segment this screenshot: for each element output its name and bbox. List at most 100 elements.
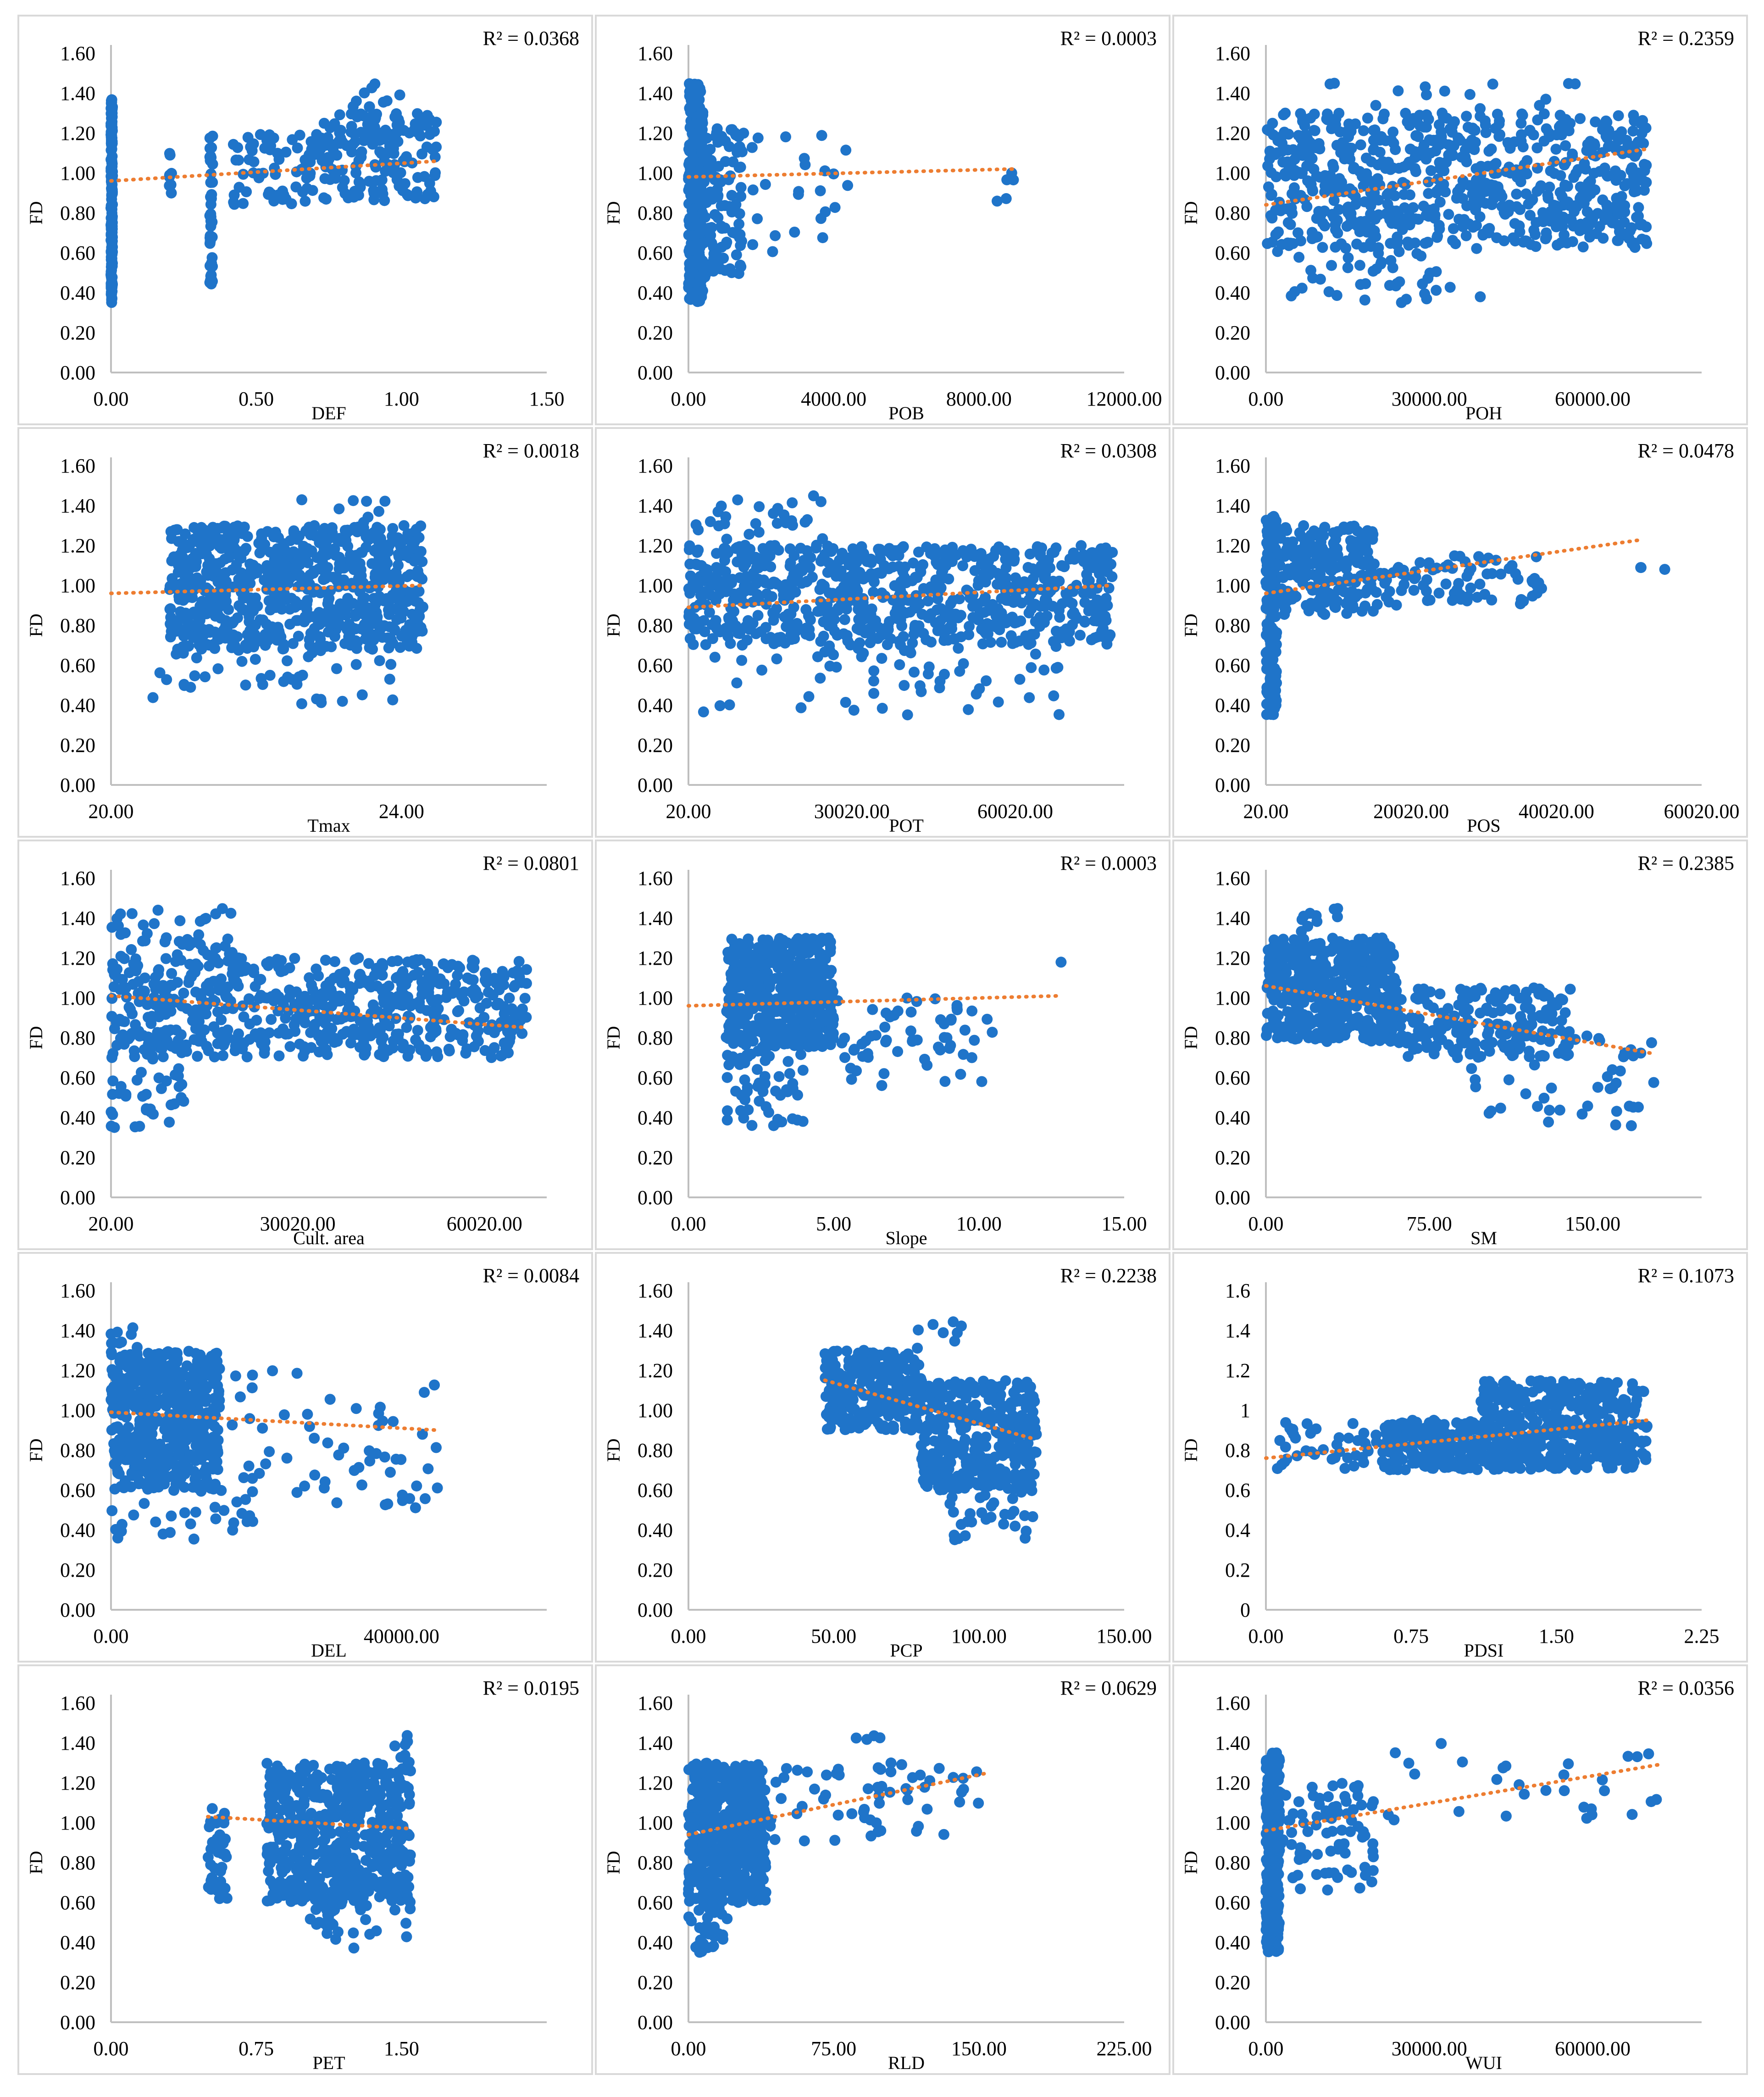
data-point bbox=[817, 553, 828, 564]
data-point bbox=[331, 663, 342, 674]
data-point bbox=[190, 986, 201, 998]
data-point bbox=[1541, 227, 1552, 239]
y-tick-label: 0.60 bbox=[1215, 654, 1250, 677]
data-point bbox=[739, 540, 751, 551]
data-point bbox=[231, 559, 242, 571]
data-point bbox=[1512, 573, 1524, 585]
data-point bbox=[334, 607, 345, 619]
data-point bbox=[1280, 604, 1292, 615]
data-point bbox=[1107, 547, 1118, 558]
data-point bbox=[184, 958, 195, 970]
y-tick-label: 1.00 bbox=[1215, 162, 1250, 184]
y-tick-label: 0.60 bbox=[60, 242, 95, 264]
data-point bbox=[337, 695, 348, 707]
data-point bbox=[138, 919, 149, 931]
data-point bbox=[1322, 108, 1333, 120]
data-point bbox=[107, 1089, 118, 1100]
data-point bbox=[849, 567, 860, 578]
data-point bbox=[130, 1019, 141, 1030]
data-point bbox=[1531, 142, 1543, 154]
data-point bbox=[1433, 220, 1445, 231]
data-point bbox=[188, 632, 199, 643]
data-point bbox=[1341, 608, 1353, 619]
data-point bbox=[460, 1047, 472, 1059]
data-point bbox=[1375, 258, 1387, 270]
data-point bbox=[280, 146, 292, 158]
data-point bbox=[1585, 188, 1597, 200]
data-point bbox=[336, 536, 347, 547]
data-point bbox=[1448, 140, 1459, 151]
data-point bbox=[354, 586, 366, 597]
data-point bbox=[978, 556, 989, 567]
data-point bbox=[1385, 255, 1397, 266]
data-point bbox=[321, 540, 332, 551]
data-point bbox=[329, 1033, 340, 1044]
data-point bbox=[380, 166, 391, 177]
data-point bbox=[801, 576, 813, 587]
data-point bbox=[1314, 143, 1326, 155]
data-point bbox=[161, 1035, 172, 1046]
data-point bbox=[431, 1006, 442, 1018]
y-axis-title: FD bbox=[603, 1026, 624, 1049]
data-point bbox=[1010, 591, 1021, 603]
data-point bbox=[1516, 129, 1527, 140]
data-point bbox=[207, 177, 218, 188]
data-point bbox=[190, 548, 201, 559]
data-point bbox=[239, 1037, 250, 1049]
data-point bbox=[1633, 202, 1644, 213]
data-point bbox=[1401, 217, 1413, 229]
data-point bbox=[799, 153, 810, 164]
data-point bbox=[383, 1020, 395, 1032]
data-point bbox=[367, 999, 379, 1011]
data-point bbox=[1266, 518, 1277, 530]
data-point bbox=[411, 571, 423, 582]
data-point bbox=[826, 546, 837, 557]
data-point bbox=[1597, 194, 1609, 206]
data-point bbox=[978, 568, 989, 580]
data-point bbox=[1268, 129, 1279, 141]
data-point bbox=[1426, 165, 1437, 176]
data-point bbox=[1488, 188, 1499, 200]
data-point bbox=[486, 1052, 497, 1063]
data-point bbox=[262, 526, 273, 537]
data-point bbox=[105, 202, 117, 214]
x-tick-label: 30020.00 bbox=[260, 1213, 336, 1235]
data-point bbox=[316, 551, 328, 563]
y-tick-label: 1.40 bbox=[60, 495, 95, 517]
data-point bbox=[1425, 147, 1436, 159]
data-point bbox=[1038, 664, 1050, 676]
data-point bbox=[770, 230, 781, 241]
data-point bbox=[1518, 595, 1529, 607]
trend-line bbox=[109, 584, 425, 595]
y-tick-label: 0.00 bbox=[638, 1186, 673, 1209]
scatter-plot: 0.000.200.400.600.801.001.201.401.600.00… bbox=[603, 867, 1147, 1248]
data-point bbox=[489, 973, 500, 984]
x-tick-label: 15.00 bbox=[1102, 1213, 1147, 1235]
data-point bbox=[868, 675, 879, 687]
data-point bbox=[105, 270, 117, 281]
data-point bbox=[359, 1043, 371, 1054]
data-point bbox=[355, 127, 366, 138]
data-point bbox=[1066, 598, 1078, 609]
data-point bbox=[1379, 108, 1390, 120]
data-point bbox=[1305, 112, 1316, 124]
data-points bbox=[147, 494, 428, 709]
data-point bbox=[1336, 578, 1347, 589]
data-point bbox=[334, 558, 345, 570]
data-point bbox=[1392, 236, 1403, 248]
data-point bbox=[480, 967, 492, 979]
data-point bbox=[385, 634, 397, 645]
data-point bbox=[985, 637, 996, 648]
data-point bbox=[734, 628, 745, 639]
data-point bbox=[1316, 542, 1328, 554]
data-point bbox=[868, 688, 880, 699]
data-point bbox=[307, 528, 318, 539]
data-point bbox=[239, 965, 250, 976]
data-point bbox=[424, 114, 435, 125]
data-point bbox=[1074, 629, 1086, 641]
data-point bbox=[1387, 205, 1398, 217]
data-point bbox=[1453, 578, 1464, 589]
data-point bbox=[232, 612, 243, 623]
data-point bbox=[986, 602, 997, 614]
data-point bbox=[157, 1051, 169, 1062]
